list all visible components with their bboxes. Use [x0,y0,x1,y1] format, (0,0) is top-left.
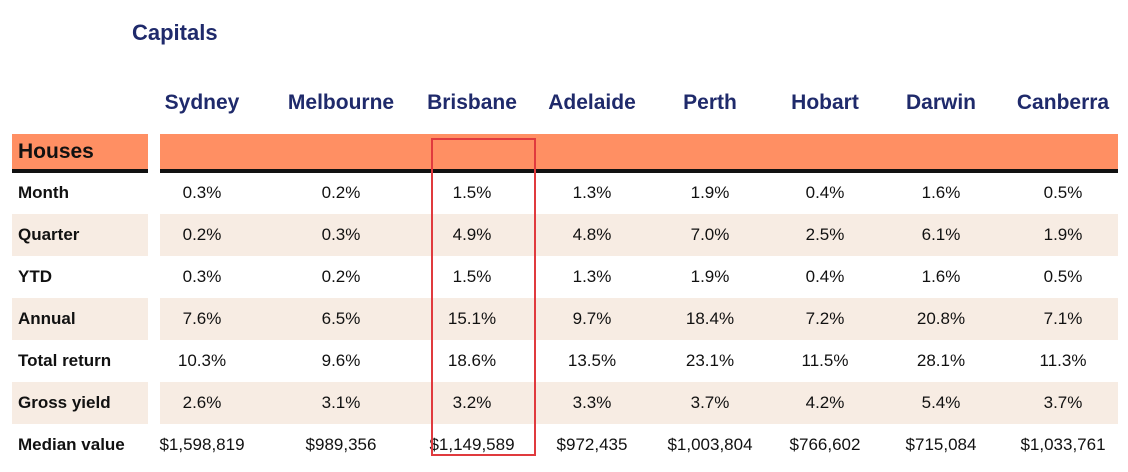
table-cell: 3.7% [690,393,730,412]
table-cell: 3.2% [452,393,492,412]
table-cell: 1.5% [452,267,492,286]
table-cell: 4.8% [572,225,612,244]
table-cell: $715,084 [905,435,977,454]
section-band-underline [12,169,148,173]
table-cell: 7.6% [182,309,222,328]
table-cell: 3.1% [321,393,361,412]
table-cell: $989,356 [305,435,377,454]
table-cell: 3.3% [572,393,612,412]
table-cell: 3.7% [1043,393,1083,412]
row-label: Annual [18,309,76,328]
section-band-label-bg [12,134,148,170]
table-cell: $1,598,819 [159,435,245,454]
row-label: Gross yield [18,393,111,412]
table-cell: 18.6% [447,351,497,370]
table-cell: 1.6% [921,183,961,202]
table-cell: 5.4% [921,393,961,412]
row-label: Quarter [18,225,80,244]
table-cell: 11.3% [1039,351,1087,370]
row-label-bg [12,382,148,424]
row-values-bg [160,298,1118,340]
row-values-bg [160,382,1118,424]
table-cell: 1.6% [921,267,961,286]
table-cell: 0.2% [321,183,361,202]
table-cell: $1,033,761 [1020,435,1106,454]
table-cell: 1.3% [572,267,612,286]
city-header-hobart: Hobart [791,91,859,114]
table-row: Quarter 0.2% 0.3% 4.9% 4.8% 7.0% 2.5% 6.1% 1.9% [12,214,1118,256]
table-cell: 4.9% [452,225,492,244]
table-cell: 7.2% [805,309,845,328]
table-cell: 0.2% [182,225,222,244]
table-cell: 1.3% [572,183,612,202]
table-row: Annual 7.6% 6.5% 15.1% 9.7% 18.4% 7.2% 20.8% 7.1… [12,298,1118,340]
table-cell: 0.4% [805,267,845,286]
row-label: Month [18,183,69,202]
table-cell: 1.9% [1043,225,1083,244]
table-cell: 23.1% [685,351,735,370]
table-cell: 2.6% [182,393,222,412]
table-row: Month 0.3% 0.2% 1.5% 1.3% 1.9% 0.4% 1.6% 0.5% [12,172,1118,214]
table-cell: 0.3% [321,225,361,244]
row-label: Total return [18,351,112,370]
section-band-data-bg [160,134,1118,170]
table-cell: 1.9% [690,267,730,286]
table-cell: 6.5% [321,309,361,328]
city-header-sydney: Sydney [164,91,240,114]
table-cell: 4.2% [805,393,845,412]
table-cell: 0.2% [321,267,361,286]
table-cell: 20.8% [916,309,966,328]
city-header-canberra: Canberra [1016,91,1110,114]
row-label: YTD [18,267,52,286]
row-label-bg [12,214,148,256]
table-cell: 6.1% [921,225,961,244]
table-cell: 9.7% [572,309,612,328]
highlight-box [431,138,536,456]
table-cell: 28.1% [916,351,966,370]
section-label: Houses [18,140,94,163]
table-cell: 9.6% [321,351,361,370]
table-cell: 7.0% [690,225,730,244]
page-title: Capitals [132,20,218,45]
table-cell: $1,003,804 [667,435,753,454]
city-header-perth: Perth [683,91,737,114]
table-cell: $1,149,589 [429,435,515,454]
table-cell: 0.3% [182,183,222,202]
table-cell: 2.5% [805,225,845,244]
table-cell: 0.5% [1043,183,1083,202]
row-label: Median value [18,435,125,454]
table-row: YTD 0.3% 0.2% 1.5% 1.3% 1.9% 0.4% 1.6% 0.5% [12,256,1118,298]
city-header-darwin: Darwin [905,91,976,114]
table-cell: 1.9% [690,183,730,202]
table-cell: 11.5% [801,351,849,370]
table-cell: 1.5% [452,183,492,202]
table-cell: 15.1% [447,309,497,328]
table-cell: 10.3% [177,351,227,370]
table-cell: 0.4% [805,183,845,202]
table-cell: 18.4% [685,309,735,328]
row-label-bg [12,298,148,340]
city-header-brisbane: Brisbane [427,91,517,114]
city-header-melbourne: Melbourne [287,91,395,114]
city-header-adelaide: Adelaide [548,91,636,114]
table-cell: $972,435 [556,435,628,454]
table-row: Total return 10.3% 9.6% 18.6% 13.5% 23.1% 11.5… [12,340,1118,382]
table-cell: 7.1% [1043,309,1083,328]
table-cell: 0.5% [1043,267,1083,286]
table-cell: $766,602 [789,435,861,454]
table-cell: 13.5% [567,351,617,370]
section-band-underline [160,169,1118,173]
table-row: Median value $1,598,819 $989,356 $1,149,589… [12,424,1118,466]
row-values-bg [160,214,1118,256]
table-cell: 0.3% [182,267,222,286]
table-row: Gross yield 2.6% 3.1% 3.2% 3.3% 3.7% 4.2% 5.4% 3… [12,382,1118,424]
